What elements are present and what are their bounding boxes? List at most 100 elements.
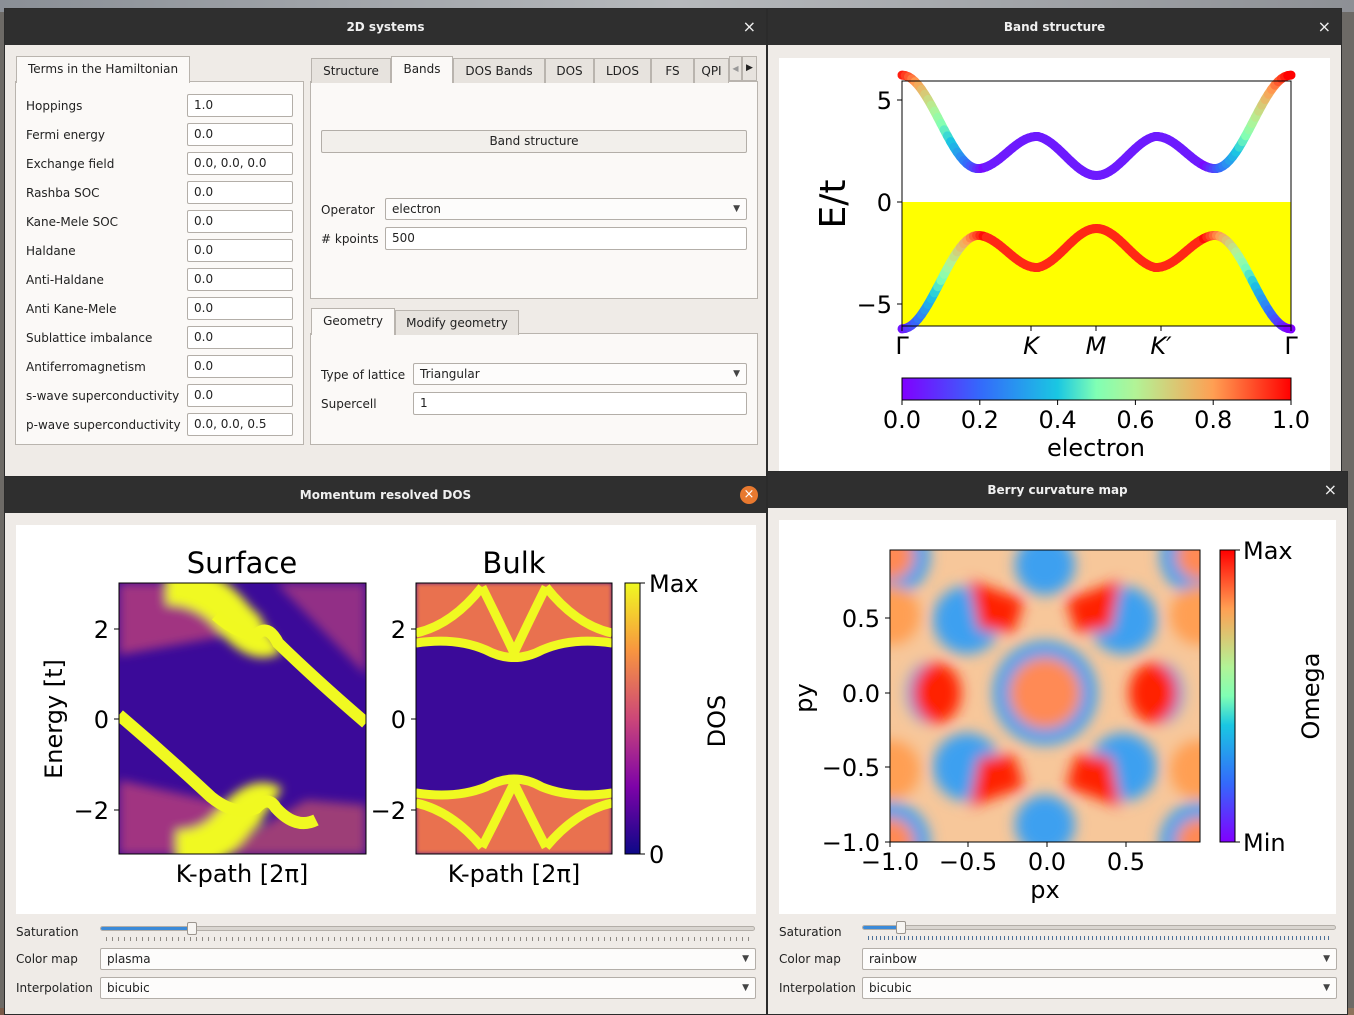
term-label: Anti-Haldane — [26, 273, 104, 287]
berry-xlabel: px — [1030, 876, 1059, 904]
lattice-label: Type of lattice — [321, 368, 406, 382]
chevron-down-icon: ▼ — [1323, 983, 1330, 993]
kdos-plot-canvas: Surface Bulk — [16, 525, 756, 914]
term-input[interactable]: 1.0 — [187, 94, 293, 117]
ytick-label: 0.0 — [842, 680, 880, 708]
saturation-slider[interactable] — [100, 922, 755, 935]
ytick-label: −1.0 — [822, 829, 880, 857]
ytick-label: 0 — [877, 189, 892, 217]
saturation-slider-handle[interactable] — [187, 922, 198, 935]
tab-geometry[interactable]: Geometry — [311, 308, 395, 335]
ytick-label: 2 — [94, 616, 109, 644]
term-input[interactable]: 0.0 — [187, 181, 293, 204]
xtick-label: 0.5 — [1107, 848, 1145, 876]
term-label: s-wave superconductivity — [26, 389, 180, 403]
ytick-label: 2 — [391, 616, 406, 644]
chevron-down-icon: ▼ — [733, 204, 740, 214]
tab-hamiltonian[interactable]: Terms in the Hamiltonian — [16, 56, 191, 83]
colormap-value: plasma — [107, 952, 151, 966]
calculation-panel: Structure Bands DOS Bands DOS LDOS FS QPI ◀ ▶ … — [310, 56, 758, 299]
ytick-label: 5 — [877, 87, 892, 115]
kdos-plot-svg: Surface Bulk — [40, 546, 731, 888]
tab-ldos[interactable]: LDOS — [594, 58, 651, 83]
bands-titlebar: Band structure × — [768, 9, 1341, 45]
term-input[interactable]: 0.0 — [187, 384, 293, 407]
saturation-slider-handle[interactable] — [895, 921, 906, 934]
hamiltonian-panel: Terms in the Hamiltonian Hoppings 1.0 Ferm… — [15, 56, 304, 445]
term-input[interactable]: 0.0 — [187, 210, 293, 233]
xtick-label: −1.0 — [861, 848, 919, 876]
tab-modify-geometry[interactable]: Modify geometry — [395, 310, 519, 335]
surface-dos-image — [119, 583, 366, 854]
systems-titlebar: 2D systems × — [5, 9, 766, 45]
term-input[interactable]: 0.0 — [187, 239, 293, 262]
tab-dos[interactable]: DOS — [545, 58, 594, 83]
interpolation-select[interactable]: bicubic ▼ — [100, 977, 756, 999]
tab-fs[interactable]: FS — [651, 58, 694, 83]
bulk-dos-image — [416, 583, 612, 854]
tab-dos-bands[interactable]: DOS Bands — [453, 58, 545, 83]
interpolation-value: bicubic — [869, 981, 912, 995]
band-plot-svg: 5 0 −5 E/t Γ K M K′ Γ 0.0 0.2 0.4 0.6 0.8 1.0… — [813, 70, 1310, 462]
term-input[interactable]: 0.0 — [187, 123, 293, 146]
colormap-label: Color map — [779, 952, 841, 966]
berry-frame — [889, 549, 1201, 843]
geometry-panel: Geometry Modify geometry Type of lattice … — [310, 308, 758, 445]
term-input[interactable]: 0.0, 0.0, 0.0 — [187, 152, 293, 175]
cbar-tick-label: 0.6 — [1116, 406, 1154, 434]
chevron-down-icon: ▼ — [733, 369, 740, 379]
bulk-xlabel: K-path [2π] — [448, 860, 581, 888]
close-icon[interactable]: × — [1323, 480, 1337, 499]
tab-qpi[interactable]: QPI — [694, 58, 729, 83]
term-input[interactable]: 0.0 — [187, 326, 293, 349]
berry-colorbar — [1219, 549, 1236, 843]
band-plot-canvas: 5 0 −5 E/t Γ K M K′ Γ 0.0 0.2 0.4 0.6 0.8 1.0… — [779, 58, 1330, 471]
lattice-select[interactable]: Triangular ▼ — [413, 363, 747, 385]
interpolation-select[interactable]: bicubic ▼ — [862, 977, 1337, 999]
close-icon[interactable]: × — [742, 17, 756, 36]
saturation-label: Saturation — [779, 925, 842, 939]
term-label: Rashba SOC — [26, 186, 100, 200]
band-lines — [897, 70, 1296, 334]
bands-window: Band structure × — [767, 8, 1342, 472]
operator-select[interactable]: electron ▼ — [385, 198, 747, 220]
band-yticks: 5 0 −5 — [857, 87, 902, 319]
term-input[interactable]: 0.0 — [187, 268, 293, 291]
tab-structure[interactable]: Structure — [311, 58, 391, 83]
kpath-label-kprime: K′ — [1150, 332, 1172, 360]
tab-bands[interactable]: Bands — [391, 56, 453, 83]
berry-cbar-max: Max — [1243, 537, 1293, 565]
ytick-label: −2 — [371, 797, 406, 825]
kpoints-input[interactable]: 500 — [385, 227, 747, 250]
band-xticks: Γ K M K′ Γ — [895, 326, 1298, 360]
kdos-yticks: 2 0 −2 2 0 −2 — [74, 616, 416, 825]
berry-cbar-label: Omega — [1297, 653, 1325, 740]
close-icon[interactable]: × — [740, 486, 758, 504]
term-label: p-wave superconductivity — [26, 418, 181, 432]
saturation-ticks — [868, 936, 1332, 940]
term-input[interactable]: 0.0 — [187, 355, 293, 378]
tab-scroll-right-button[interactable]: ▶ — [742, 56, 757, 81]
chevron-left-icon: ◀ — [732, 64, 739, 73]
kdos-cbar-label: DOS — [703, 695, 731, 748]
supercell-input[interactable]: 1 — [413, 392, 747, 415]
saturation-slider[interactable] — [862, 921, 1336, 934]
term-label: Exchange field — [26, 157, 115, 171]
saturation-label: Saturation — [16, 925, 79, 939]
colormap-value: rainbow — [869, 952, 917, 966]
term-input[interactable]: 0.0 — [187, 297, 293, 320]
kdos-colorbar — [624, 582, 641, 855]
colormap-select[interactable]: rainbow ▼ — [862, 948, 1337, 970]
cbar-tick-label: 1.0 — [1272, 406, 1310, 434]
kdos-cbar-max: Max — [649, 570, 699, 598]
berry-ylabel: py — [790, 683, 818, 712]
cbar-tick-label: 0.0 — [883, 406, 921, 434]
close-icon[interactable]: × — [1317, 17, 1331, 36]
term-label: Hoppings — [26, 99, 83, 113]
colormap-select[interactable]: plasma ▼ — [100, 948, 756, 970]
systems-title: 2D systems — [346, 20, 425, 34]
term-input[interactable]: 0.0, 0.0, 0.5 — [187, 413, 293, 436]
band-structure-button[interactable]: Band structure — [321, 130, 747, 153]
tab-scroll-left-button[interactable]: ◀ — [729, 56, 742, 81]
operator-label: Operator — [321, 203, 375, 217]
